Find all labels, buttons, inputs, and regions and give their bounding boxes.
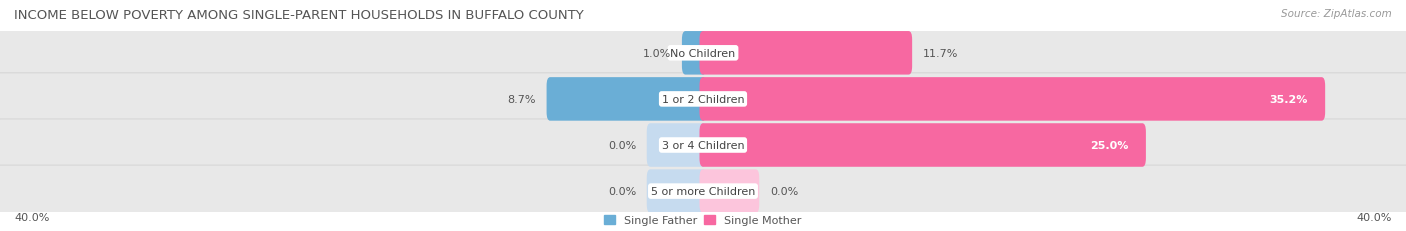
Text: 8.7%: 8.7%: [508, 94, 536, 104]
Text: 3 or 4 Children: 3 or 4 Children: [662, 140, 744, 150]
Text: 40.0%: 40.0%: [1357, 212, 1392, 222]
FancyBboxPatch shape: [647, 124, 707, 167]
Text: 40.0%: 40.0%: [14, 212, 49, 222]
Text: INCOME BELOW POVERTY AMONG SINGLE-PARENT HOUSEHOLDS IN BUFFALO COUNTY: INCOME BELOW POVERTY AMONG SINGLE-PARENT…: [14, 9, 583, 22]
FancyBboxPatch shape: [700, 32, 912, 75]
FancyBboxPatch shape: [647, 170, 707, 213]
Text: 11.7%: 11.7%: [922, 49, 957, 59]
Text: 35.2%: 35.2%: [1270, 94, 1308, 104]
Text: No Children: No Children: [671, 49, 735, 59]
Legend: Single Father, Single Mother: Single Father, Single Mother: [605, 215, 801, 225]
Text: 0.0%: 0.0%: [607, 186, 637, 196]
FancyBboxPatch shape: [0, 119, 1406, 171]
Text: 1 or 2 Children: 1 or 2 Children: [662, 94, 744, 104]
FancyBboxPatch shape: [0, 73, 1406, 125]
FancyBboxPatch shape: [0, 28, 1406, 79]
Text: 0.0%: 0.0%: [607, 140, 637, 150]
FancyBboxPatch shape: [700, 78, 1324, 121]
Text: 5 or more Children: 5 or more Children: [651, 186, 755, 196]
FancyBboxPatch shape: [547, 78, 707, 121]
FancyBboxPatch shape: [700, 124, 1146, 167]
FancyBboxPatch shape: [700, 170, 759, 213]
FancyBboxPatch shape: [0, 165, 1406, 217]
Text: Source: ZipAtlas.com: Source: ZipAtlas.com: [1281, 9, 1392, 19]
FancyBboxPatch shape: [682, 32, 707, 75]
Text: 1.0%: 1.0%: [643, 49, 672, 59]
Text: 25.0%: 25.0%: [1090, 140, 1129, 150]
Text: 0.0%: 0.0%: [770, 186, 799, 196]
